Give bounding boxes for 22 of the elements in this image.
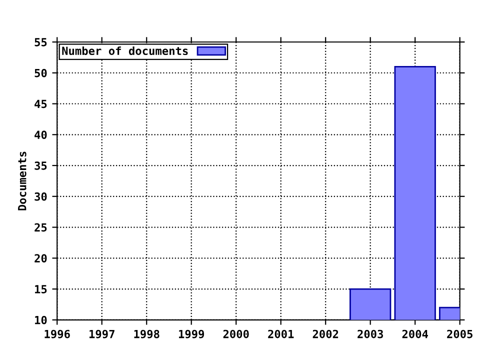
legend-label: Number of documents: [62, 46, 188, 56]
y-tick-label: 40: [34, 130, 47, 140]
y-tick-label: 15: [35, 285, 47, 294]
x-tick-label: 2005: [447, 330, 472, 338]
x-tick-label: 2004: [402, 330, 428, 338]
y-tick-label: 10: [35, 316, 47, 324]
y-tick-label: 25: [34, 223, 47, 232]
x-tick-label: 1996: [44, 330, 70, 338]
y-axis-title: Documents: [18, 152, 26, 210]
y-tick-label: 20: [34, 254, 47, 263]
y-tick-label: 50: [34, 68, 47, 78]
x-tick-label: 2000: [223, 330, 249, 338]
x-tick-label: 2002: [312, 330, 338, 338]
x-tick-label: 2001: [268, 330, 294, 338]
y-tick-label: 30: [34, 192, 47, 201]
x-tick-label: 1999: [179, 330, 204, 338]
x-tick-label: 2003: [358, 330, 384, 338]
x-tick-label: 1998: [134, 330, 160, 338]
y-tick-label: 35: [34, 161, 47, 170]
y-tick-label: 45: [34, 100, 47, 108]
x-tick-label: 1997: [90, 330, 114, 338]
y-tick-label: 55: [34, 38, 47, 46]
